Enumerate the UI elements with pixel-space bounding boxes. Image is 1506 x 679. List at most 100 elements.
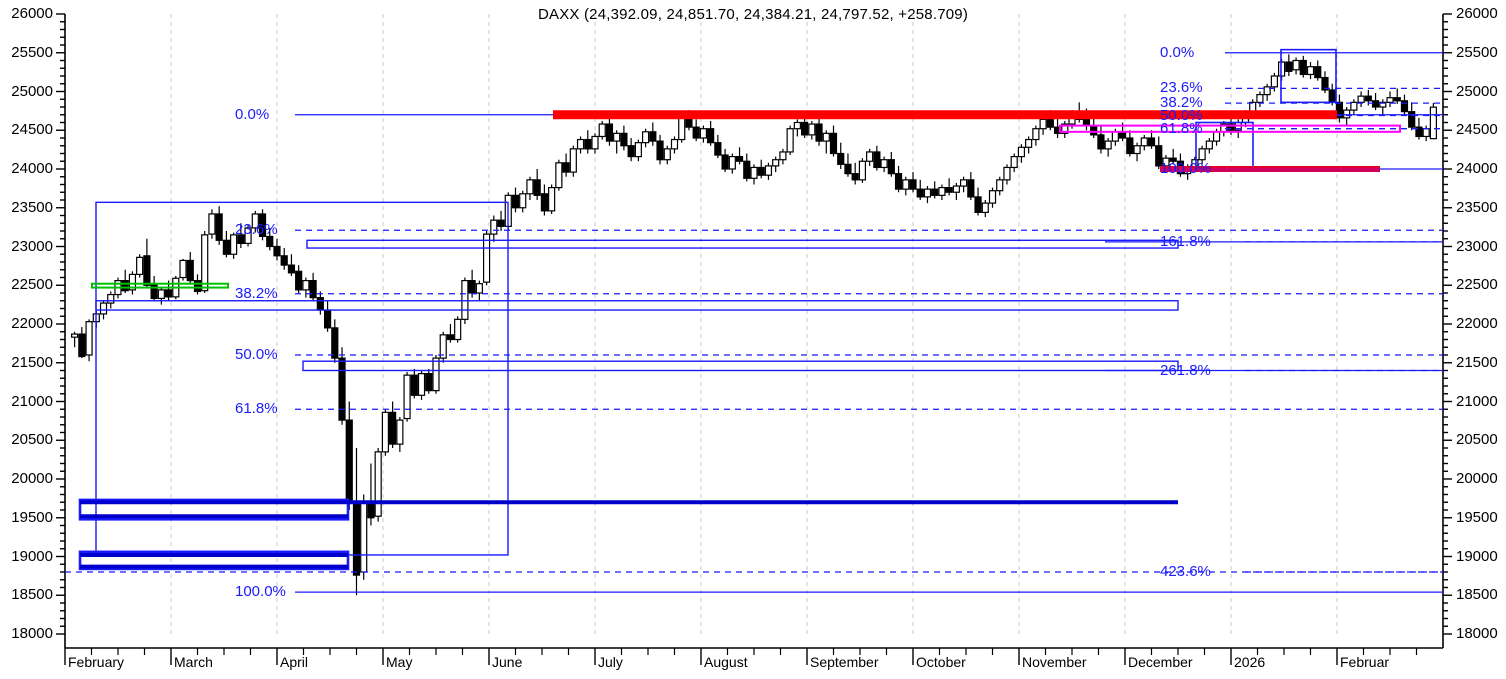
candle-body (1350, 101, 1358, 111)
candle-body (374, 451, 382, 517)
resistance-band-red (553, 110, 1337, 120)
candle-body (1147, 137, 1156, 147)
candle-body (381, 411, 389, 453)
fib-label-2618: 261.8% (1160, 361, 1211, 379)
candle-body (309, 280, 317, 299)
candle-body (1386, 97, 1394, 103)
candle-body (786, 128, 794, 153)
candle-body (1010, 156, 1018, 169)
candle-body (143, 255, 151, 286)
candle-body (649, 131, 657, 142)
candle-body (779, 151, 787, 161)
y-axis-label-right: 21500 (1456, 353, 1498, 371)
candle-body (938, 187, 946, 196)
candle-body (981, 202, 989, 214)
fib-label-500: 50.0% (1160, 106, 1203, 124)
candle-body (244, 227, 252, 244)
candle-body (540, 193, 549, 212)
x-axis-label-august: August (704, 654, 748, 670)
y-axis-label-right: 24500 (1456, 121, 1498, 139)
candle-body (844, 163, 852, 175)
y-axis-label-left: 19500 (11, 508, 53, 526)
candle-body (1415, 126, 1423, 138)
candle-body (967, 179, 975, 198)
candle-body (656, 140, 664, 161)
candle-body (280, 255, 288, 266)
candle-body (1299, 59, 1307, 76)
candle-body (360, 501, 368, 573)
candle-body (1090, 124, 1098, 136)
candle-body (866, 151, 874, 162)
candle-body (1169, 157, 1177, 162)
candle-body (237, 234, 245, 244)
candle-body (78, 333, 86, 358)
candle-body (71, 333, 79, 338)
candle-body (331, 327, 339, 359)
y-axis-label-left: 20500 (11, 431, 53, 449)
candle-body (1003, 166, 1011, 181)
candle-body (1371, 100, 1380, 108)
candle-body (230, 234, 238, 255)
y-axis-label-left: 24000 (11, 160, 53, 177)
candle-body (201, 234, 209, 292)
y-axis-label-right: 23500 (1456, 198, 1498, 216)
candle-body (164, 289, 173, 298)
candle-body (302, 280, 310, 291)
x-axis-label-april: April (280, 654, 309, 670)
y-axis-label-right: 19500 (1456, 508, 1498, 526)
candle-body (1379, 101, 1387, 108)
candle-body (873, 151, 881, 169)
candle-body (417, 373, 426, 396)
drawn-box-wide-22200 (95, 300, 1179, 311)
x-axis-label-december: December (1128, 654, 1193, 670)
candle-body (576, 138, 585, 150)
candle-body (157, 289, 165, 300)
candle-body (641, 131, 650, 144)
candle-body (1364, 95, 1372, 102)
candle-body (497, 219, 505, 227)
candle-body (251, 213, 259, 229)
candle-body (425, 373, 433, 392)
candle-body (894, 173, 903, 190)
candle-body (591, 135, 599, 150)
candle-body (945, 187, 953, 193)
candle-body (959, 179, 968, 187)
y-axis-label-left: 21500 (11, 353, 53, 371)
y-axis-label-left: 18500 (11, 586, 53, 604)
y-axis-label-right: 20000 (1456, 470, 1498, 487)
y-axis-label-right: 26000 (1456, 5, 1498, 22)
candle-body (461, 280, 469, 320)
candle-body (707, 128, 715, 144)
candle-body (822, 132, 830, 142)
candle-body (757, 166, 765, 176)
candle-body (735, 156, 744, 162)
fib-label-618: 61.8% (1160, 119, 1203, 137)
candle-body (295, 270, 303, 291)
candle-body (1097, 134, 1105, 150)
candle-body (186, 259, 194, 282)
candle-body (403, 374, 411, 420)
candle-body (1292, 59, 1300, 71)
candle-body (1314, 66, 1322, 79)
candle-body (316, 297, 324, 311)
candle-body (1357, 95, 1365, 103)
y-axis-label-right: 22000 (1456, 315, 1498, 332)
y-axis-label-left: 21000 (11, 392, 53, 410)
candle-body (808, 123, 816, 136)
candle-body (215, 213, 223, 241)
y-axis-label-right: 20500 (1456, 431, 1498, 449)
candle-body (482, 233, 491, 283)
candle-body (1393, 97, 1401, 102)
candle-body (1422, 128, 1430, 138)
y-axis-label-left: 20000 (11, 470, 53, 487)
candle-body (880, 159, 888, 169)
candle-body (338, 357, 346, 421)
candle-body (1429, 106, 1437, 140)
candle-body (678, 117, 686, 141)
candle-body (99, 302, 108, 315)
fib-label-4236: 423.6% (1160, 563, 1211, 580)
candle-body (1017, 146, 1026, 158)
fib-label-382: 38.2% (1160, 94, 1203, 112)
candle-body (923, 188, 932, 198)
